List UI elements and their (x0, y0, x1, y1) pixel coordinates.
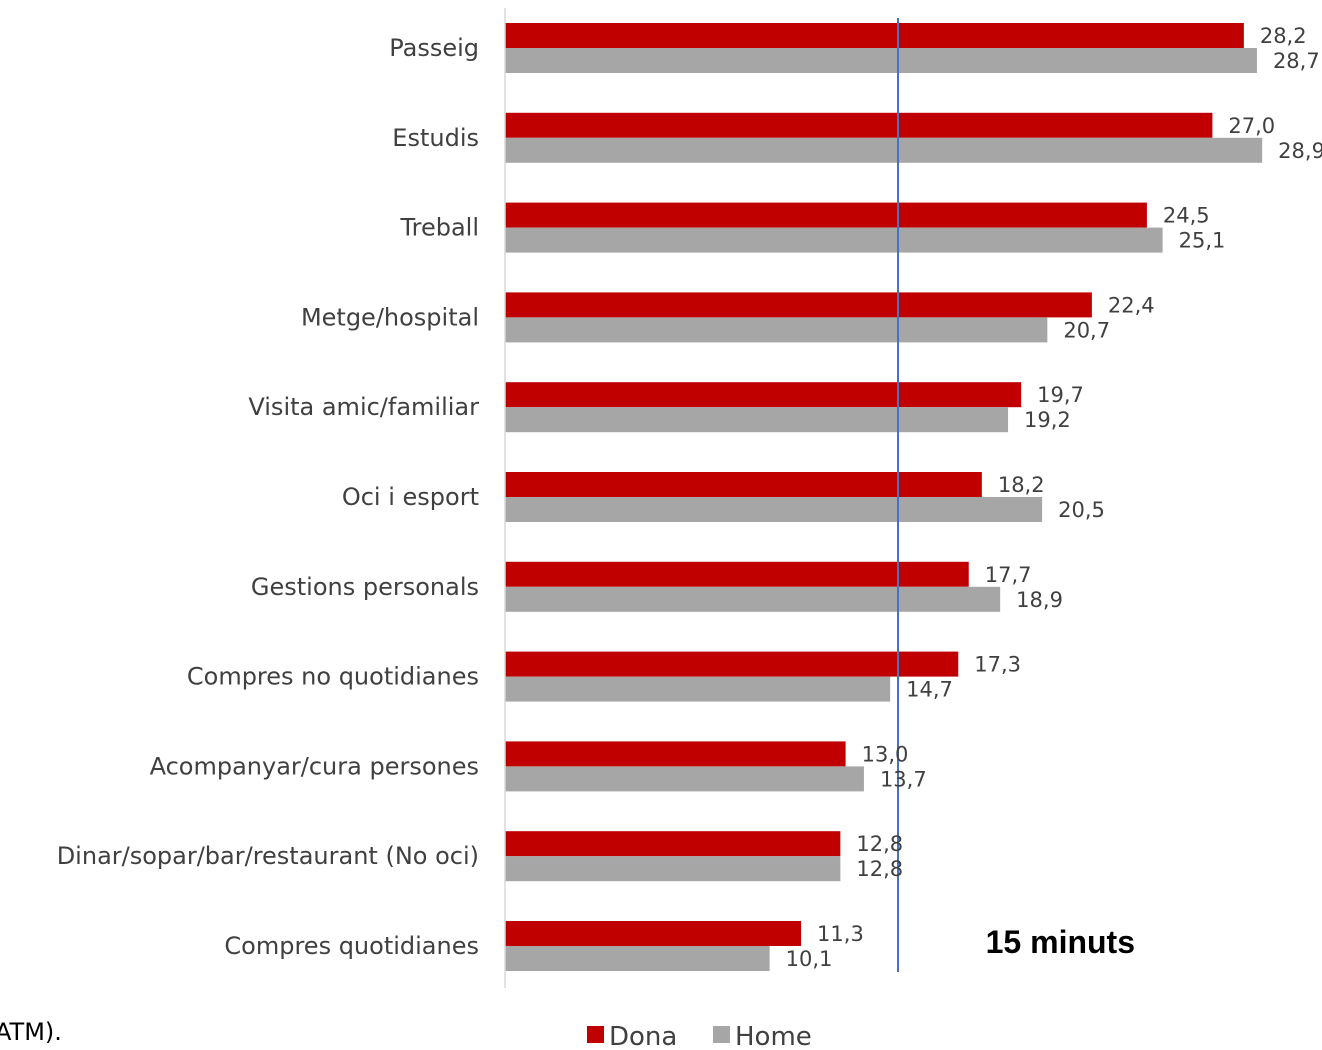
category-label: Compres no quotidianes (187, 663, 479, 691)
data-label-home: 28,7 (1273, 49, 1320, 73)
category-label: Treball (399, 214, 479, 242)
bar-home (505, 48, 1257, 73)
data-label-dona: 22,4 (1108, 293, 1155, 317)
legend-label-dona: Dona (609, 1022, 677, 1050)
bar-home (505, 227, 1163, 253)
bar-dona (505, 292, 1092, 318)
bar-home (505, 407, 1009, 433)
category-label: Oci i esport (342, 483, 479, 511)
legend-swatch-dona (587, 1026, 604, 1043)
data-label-home: 25,1 (1179, 229, 1226, 253)
bar-dona (505, 561, 969, 587)
bar-home (505, 137, 1263, 163)
bar-dona (505, 472, 982, 497)
category-label: Estudis (392, 124, 479, 152)
bar-dona (505, 921, 802, 946)
bars-layer (505, 23, 1263, 971)
clipped-source-note: ATM). (0, 1018, 62, 1046)
labels-layer: Passeig 28,228,7 Estudis 27,028,9 Treball 24,… (57, 24, 1322, 971)
data-label-home: 12,8 (856, 857, 903, 881)
bar-home (505, 766, 864, 792)
legend-label-home: Home (735, 1022, 812, 1050)
data-label-dona: 27,0 (1228, 114, 1275, 138)
category-label: Gestions personals (251, 573, 479, 601)
bar-home (505, 317, 1048, 343)
data-label-dona: 13,0 (862, 742, 909, 766)
data-label-home: 20,5 (1058, 498, 1105, 522)
data-label-home: 13,7 (880, 767, 927, 791)
data-label-home: 10,1 (786, 947, 833, 971)
data-label-home: 20,7 (1063, 318, 1110, 342)
data-label-home: 14,7 (906, 678, 953, 702)
bar-dona (505, 112, 1213, 138)
bar-dona (505, 651, 959, 677)
data-label-home: 19,2 (1024, 408, 1071, 432)
legend: Dona Home (587, 1022, 812, 1050)
bar-dona (505, 831, 841, 857)
bar-dona (505, 23, 1244, 48)
data-label-dona: 17,3 (974, 653, 1021, 677)
bar-home (505, 676, 891, 702)
category-label: Dinar/sopar/bar/restaurant (No oci) (57, 842, 479, 870)
category-label: Visita amic/familiar (248, 393, 479, 421)
bar-dona (505, 202, 1147, 228)
data-label-dona: 17,7 (985, 563, 1032, 587)
reference-annotation: 15 minuts (986, 924, 1135, 960)
bar-dona (505, 382, 1022, 408)
bar-home (505, 856, 841, 882)
bar-home (505, 946, 770, 971)
data-label-dona: 19,7 (1037, 383, 1084, 407)
bar-dona (505, 741, 846, 767)
data-label-home: 28,9 (1278, 139, 1322, 163)
bar-home (505, 586, 1001, 612)
data-label-home: 18,9 (1016, 588, 1063, 612)
category-label: Passeig (389, 34, 479, 62)
category-label: Acompanyar/cura persones (150, 752, 479, 780)
data-label-dona: 11,3 (817, 922, 864, 946)
legend-swatch-home (713, 1026, 730, 1043)
data-label-dona: 24,5 (1163, 204, 1210, 228)
data-label-dona: 28,2 (1260, 24, 1307, 48)
bar-home (505, 497, 1043, 522)
data-label-dona: 18,2 (998, 473, 1045, 497)
category-label: Metge/hospital (301, 303, 479, 331)
data-label-dona: 12,8 (856, 832, 903, 856)
category-label: Compres quotidianes (224, 932, 479, 960)
